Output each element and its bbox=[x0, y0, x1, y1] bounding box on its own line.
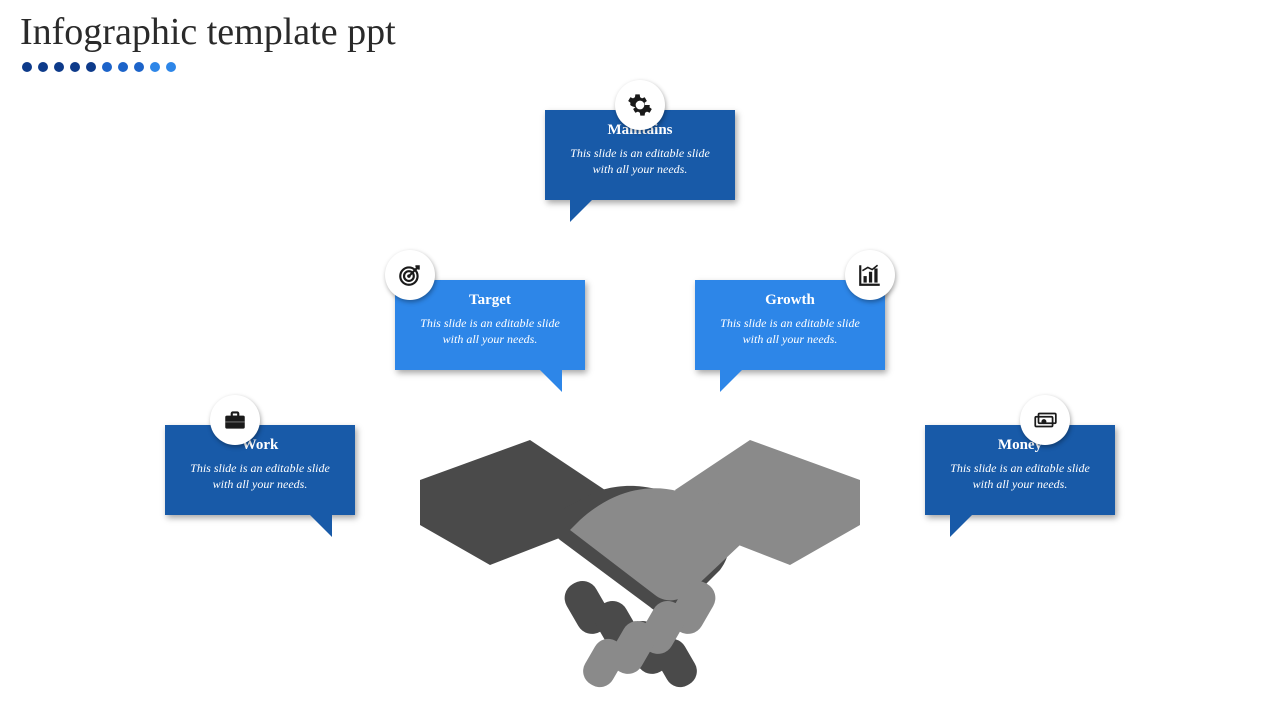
callout-tail bbox=[310, 515, 332, 537]
title-dot bbox=[22, 62, 32, 72]
callout-body: This slide is an editable slide with all… bbox=[409, 315, 571, 347]
title-dot bbox=[118, 62, 128, 72]
title-dot bbox=[86, 62, 96, 72]
title-dot bbox=[134, 62, 144, 72]
callout-work: Work This slide is an editable slide with… bbox=[165, 425, 355, 515]
slide-title: Infographic template ppt bbox=[20, 10, 396, 54]
title-dot bbox=[38, 62, 48, 72]
title-dots bbox=[22, 62, 176, 72]
title-dot bbox=[150, 62, 160, 72]
callout-tail bbox=[540, 370, 562, 392]
handshake-icon bbox=[420, 430, 860, 690]
gear-icon bbox=[615, 80, 665, 130]
callout-body: This slide is an editable slide with all… bbox=[179, 460, 341, 492]
title-dot bbox=[70, 62, 80, 72]
title-dot bbox=[102, 62, 112, 72]
briefcase-icon bbox=[210, 395, 260, 445]
callout-tail bbox=[950, 515, 972, 537]
callout-heading: Work bbox=[179, 437, 341, 454]
callout-body: This slide is an editable slide with all… bbox=[939, 460, 1101, 492]
callout-tail bbox=[570, 200, 592, 222]
title-dot bbox=[166, 62, 176, 72]
callout-body: This slide is an editable slide with all… bbox=[709, 315, 871, 347]
target-icon bbox=[385, 250, 435, 300]
slide: Infographic template ppt Work This slide … bbox=[0, 0, 1280, 720]
callout-heading: Target bbox=[409, 292, 571, 309]
callout-money: Money This slide is an editable slide wit… bbox=[925, 425, 1115, 515]
money-icon bbox=[1020, 395, 1070, 445]
callout-tail bbox=[720, 370, 742, 392]
callout-heading: Money bbox=[939, 437, 1101, 454]
callout-body: This slide is an editable slide with all… bbox=[559, 145, 721, 177]
callout-heading: Growth bbox=[709, 292, 871, 309]
title-dot bbox=[54, 62, 64, 72]
chart-icon bbox=[845, 250, 895, 300]
